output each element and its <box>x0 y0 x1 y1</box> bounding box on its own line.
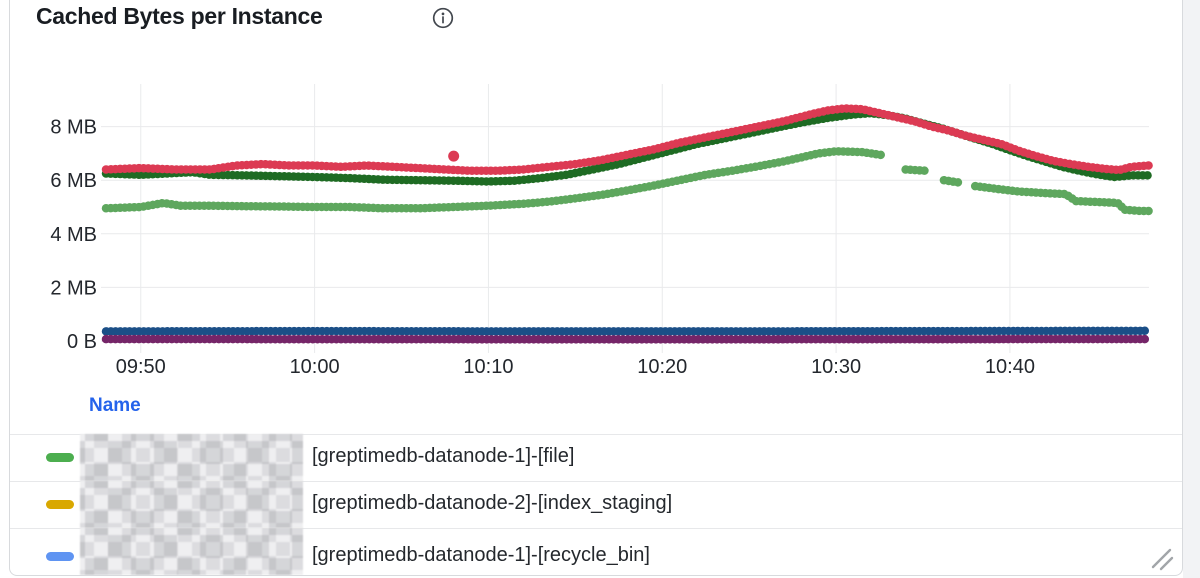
svg-text:4 MB: 4 MB <box>50 224 97 246</box>
legend-name-column-header[interactable]: Name <box>89 395 141 416</box>
legend-row-label: [greptimedb-datanode-2]-[index_staging] <box>312 492 673 514</box>
timeseries-chart[interactable]: 0 B 2 MB 4 MB 6 MB 8 MB 09:50 10:00 10:10 10:20 1… <box>10 51 1183 391</box>
redacted-instance-name <box>80 434 303 481</box>
redacted-instance-name <box>80 481 303 528</box>
series-color-chip <box>46 552 74 561</box>
redacted-instance-name <box>80 528 303 575</box>
panel-resize-handle-icon[interactable] <box>1149 546 1175 572</box>
svg-text:0 B: 0 B <box>67 331 97 353</box>
svg-text:6 MB: 6 MB <box>50 170 97 192</box>
legend-separator <box>10 481 1182 482</box>
chart-panel: Cached Bytes per Instance 0 B 2 MB 4 MB 6 M… <box>9 0 1183 576</box>
legend-row-label: [greptimedb-datanode-1]-[recycle_bin] <box>312 544 650 566</box>
svg-text:09:50: 09:50 <box>116 356 166 378</box>
series-color-chip <box>46 500 74 509</box>
svg-text:10:40: 10:40 <box>985 356 1035 378</box>
legend-separator <box>10 528 1182 529</box>
legend-row[interactable]: [greptimedb-datanode-1]-[file] <box>10 434 1182 481</box>
svg-text:10:20: 10:20 <box>637 356 687 378</box>
legend-row[interactable]: [greptimedb-datanode-2]-[index_staging] <box>10 481 1182 528</box>
svg-text:10:10: 10:10 <box>463 356 513 378</box>
legend-row-label: [greptimedb-datanode-1]-[file] <box>312 445 575 467</box>
legend-row[interactable]: [greptimedb-datanode-1]-[recycle_bin] <box>10 528 1182 575</box>
legend-separator <box>10 434 1182 435</box>
svg-text:8 MB: 8 MB <box>50 117 97 139</box>
page-background-gutter <box>1183 0 1200 578</box>
svg-text:10:30: 10:30 <box>811 356 861 378</box>
svg-text:10:00: 10:00 <box>290 356 340 378</box>
info-icon[interactable] <box>431 6 455 30</box>
svg-text:2 MB: 2 MB <box>50 277 97 299</box>
series-color-chip <box>46 453 74 462</box>
panel-title: Cached Bytes per Instance <box>36 3 323 29</box>
